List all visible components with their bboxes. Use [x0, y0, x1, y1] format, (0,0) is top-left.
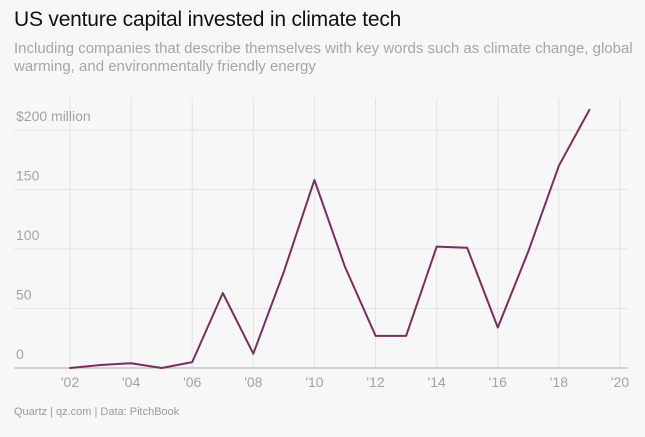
y-axis-ticks: 0 50 100 150 $200 million: [16, 108, 91, 362]
x-tick-label: '20: [611, 374, 629, 390]
x-tick-label: '10: [305, 374, 323, 390]
gridlines: [14, 98, 628, 369]
series-line: [69, 108, 591, 369]
x-tick-label: '14: [428, 374, 446, 390]
data-point: [161, 367, 163, 369]
data-point: [405, 335, 407, 337]
data-point: [344, 266, 346, 268]
data-point: [527, 250, 529, 252]
x-axis-ticks: '02 '04 '06 '08 '10 '12 '14 '16 '18 '20: [61, 374, 629, 390]
data-point: [497, 327, 499, 329]
y-tick-label: 150: [16, 168, 40, 184]
x-tick-label: '18: [550, 374, 568, 390]
data-point: [252, 353, 254, 355]
data-point: [69, 367, 71, 369]
y-tick-label: 50: [16, 287, 32, 303]
x-tick-label: '12: [366, 374, 384, 390]
data-point: [191, 361, 193, 363]
data-point: [466, 247, 468, 249]
x-tick-label: '04: [122, 374, 140, 390]
source-note: Quartz | qz.com | Data: PitchBook: [14, 406, 180, 418]
x-tick-label: '06: [183, 374, 201, 390]
data-point: [283, 271, 285, 273]
x-tick-label: '02: [61, 374, 79, 390]
chart-subtitle: Including companies that describe themse…: [14, 40, 633, 75]
y-tick-label: 100: [16, 227, 40, 243]
y-tick-label: $200 million: [16, 108, 91, 124]
x-tick-label: '08: [244, 374, 262, 390]
y-tick-label: 0: [16, 346, 24, 362]
data-point: [130, 362, 132, 364]
data-point: [588, 109, 590, 111]
data-point: [313, 179, 315, 181]
x-tick-label: '16: [489, 374, 507, 390]
chart-title: US venture capital invested in climate t…: [14, 8, 402, 31]
data-point: [436, 246, 438, 248]
data-point: [375, 335, 377, 337]
series-group: [69, 108, 591, 369]
data-point: [100, 364, 102, 366]
data-point: [558, 165, 560, 167]
data-point: [222, 292, 224, 294]
